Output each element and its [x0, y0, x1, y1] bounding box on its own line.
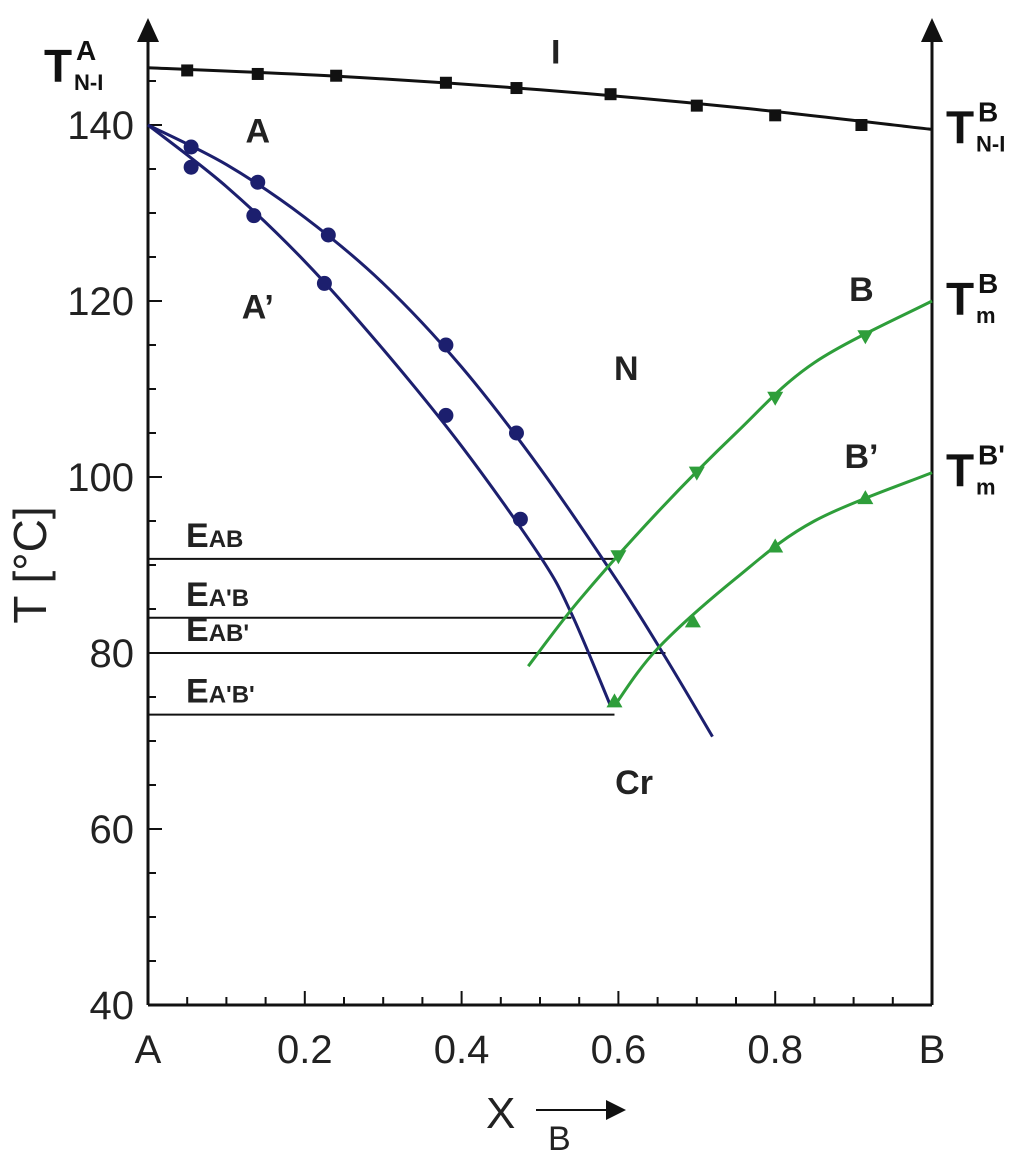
temperature-label-sup: B [978, 96, 998, 127]
y-tick-label: 80 [90, 632, 135, 676]
eutectic-label: EAB [186, 517, 243, 555]
data-point-a [183, 139, 199, 155]
temperature-label-main: T [44, 40, 72, 92]
data-point-a [438, 337, 454, 353]
data-point-ni [510, 82, 523, 95]
eutectic-label: EAB' [186, 611, 249, 649]
y-axis-left-arrow [137, 18, 159, 42]
x-tick-label: 0.2 [277, 1028, 333, 1072]
y-tick-label: 120 [67, 280, 134, 324]
region-label: A [245, 113, 270, 151]
eutectic-label: EA'B' [186, 673, 255, 711]
temperature-label: T A N-I [44, 35, 103, 95]
temperature-label-sup: B' [978, 440, 1005, 471]
y-tick-label: 100 [67, 456, 134, 500]
temperature-label-sub: N-I [74, 70, 103, 95]
region-label: B’ [844, 438, 878, 476]
x-tick-label: 0.6 [591, 1028, 647, 1072]
data-point-a [508, 425, 524, 441]
temperature-label-sub: m [976, 475, 996, 500]
data-point-b [857, 330, 874, 345]
series-line-b [527, 299, 933, 668]
x-tick-label: A [135, 1028, 162, 1072]
series-line-ap [147, 123, 612, 707]
data-point-bp [767, 538, 784, 553]
data-point-b [767, 391, 784, 406]
temperature-label: T B N-I [946, 96, 1005, 156]
data-point-ni [855, 119, 868, 131]
data-point-a [320, 227, 336, 243]
series-line-ni [147, 66, 933, 131]
y-tick-label: 60 [90, 808, 135, 852]
series-group [147, 64, 933, 738]
data-point-b [688, 466, 705, 481]
data-point-a [250, 174, 266, 190]
data-point-ni [769, 109, 782, 122]
region-label: N [614, 350, 639, 388]
temperature-label-main: T [946, 445, 974, 497]
data-point-ni [439, 76, 452, 89]
x-axis-label-sub: B [548, 1120, 571, 1157]
data-point-bp [684, 613, 701, 628]
temperature-label-main: T [946, 273, 974, 325]
temperature-label-sup: A [76, 35, 96, 66]
y-axis-right-arrow [921, 18, 943, 42]
data-point-bp [857, 490, 874, 505]
data-point-ap [512, 511, 528, 527]
temperature-label-sub: N-I [976, 131, 1005, 156]
region-label: Cr [615, 764, 653, 802]
data-point-b [610, 550, 627, 565]
temperature-label: T Bm [946, 268, 998, 328]
region-label: B [849, 271, 874, 309]
data-point-ni [604, 88, 617, 101]
data-point-ap [438, 407, 454, 423]
data-point-ap [246, 208, 262, 224]
data-point-ni [251, 67, 264, 80]
y-tick-label: 40 [90, 984, 135, 1028]
x-axis-label-main: X [486, 1089, 515, 1138]
temperature-label-sup: B [978, 268, 998, 299]
data-point-ap [316, 275, 332, 291]
x-tick-label: 0.4 [434, 1028, 490, 1072]
y-tick-label: 140 [67, 104, 134, 148]
x-tick-label: B [919, 1028, 946, 1072]
temperature-label-main: T [946, 101, 974, 153]
labels-group: IAA’NBB’CrT AN-IT BN-IT BmT B'm [44, 33, 1005, 801]
data-point-ni [330, 69, 343, 82]
temperature-label: T B' m [946, 440, 1005, 500]
data-point-ni [690, 99, 703, 112]
temperature-label-sub: m [976, 303, 996, 328]
eutectic-label: EA'B [186, 576, 249, 614]
x-axis-label: X B [486, 1089, 626, 1157]
ticks-group: 40 60 80 100 120 140 A 0.2 0.4 0.6 0.8 B [67, 80, 946, 1072]
axes-group [137, 18, 943, 1007]
region-label: I [551, 33, 560, 71]
data-point-ap [183, 159, 199, 175]
region-label: A’ [242, 289, 274, 327]
data-point-ni [181, 64, 194, 77]
y-axis-label: T [°C] [4, 506, 56, 623]
x-tick-label: 0.8 [747, 1028, 803, 1072]
data-point-bp [606, 693, 623, 708]
